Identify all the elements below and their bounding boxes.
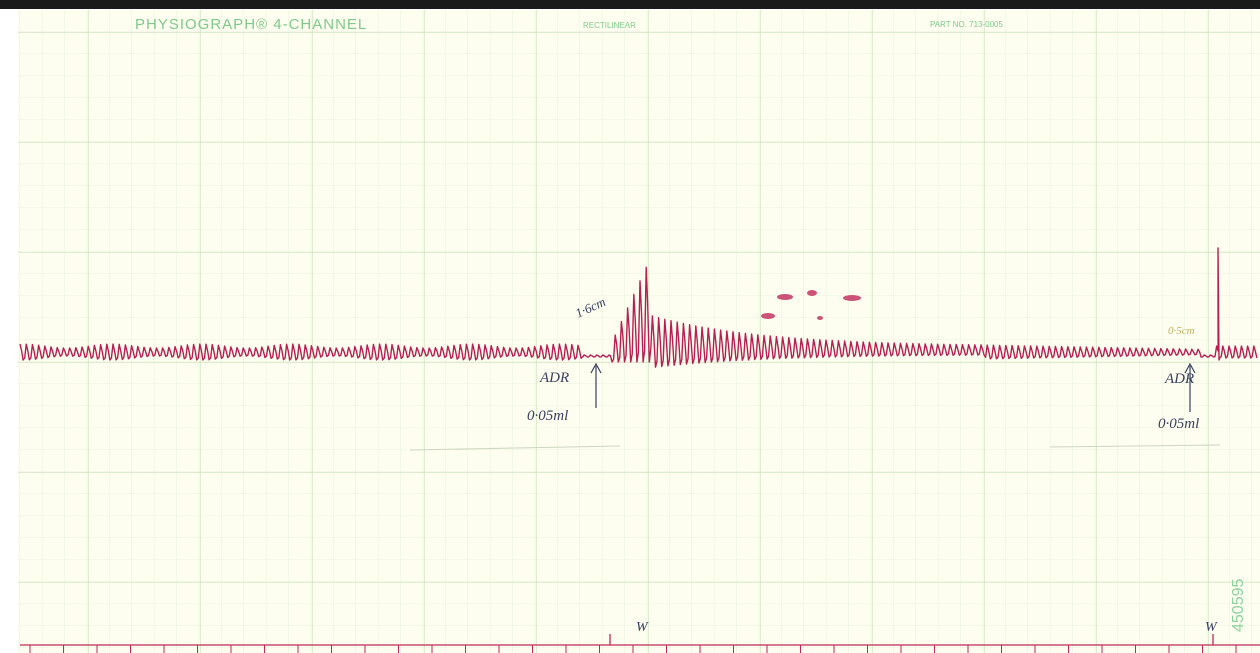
- serial-number: 450595: [1230, 579, 1247, 632]
- dose-label: 0·05ml: [527, 408, 568, 424]
- recording-scan: PHYSIOGRAPH® 4-CHANNEL RECTILINEAR PART …: [0, 0, 1260, 653]
- top-edge: [0, 0, 1260, 9]
- drug-label: ADR: [539, 370, 569, 386]
- paper-type: RECTILINEAR: [583, 21, 636, 30]
- paper-title: PHYSIOGRAPH® 4-CHANNEL: [135, 16, 367, 33]
- calibration-label: 0·5cm: [1168, 325, 1195, 337]
- wash-label: W: [636, 620, 649, 635]
- dose-label: 0·05ml: [1158, 416, 1199, 432]
- wash-label: W: [1205, 620, 1218, 635]
- part-number: PART NO. 713-0005: [930, 20, 1003, 29]
